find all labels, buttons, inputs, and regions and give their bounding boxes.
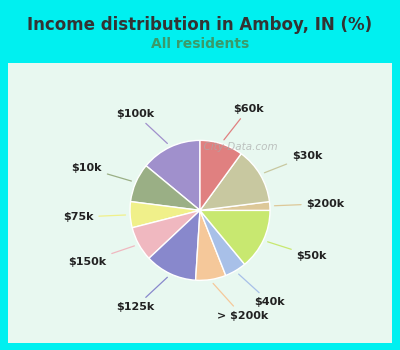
Text: > $200k: > $200k <box>213 284 268 321</box>
Text: $150k: $150k <box>68 246 134 267</box>
Wedge shape <box>200 210 270 264</box>
FancyBboxPatch shape <box>8 63 392 343</box>
Wedge shape <box>200 202 270 210</box>
Wedge shape <box>130 166 200 210</box>
Wedge shape <box>146 140 200 210</box>
Wedge shape <box>200 154 270 210</box>
Wedge shape <box>149 210 200 280</box>
Text: Income distribution in Amboy, IN (%): Income distribution in Amboy, IN (%) <box>28 16 372 34</box>
Text: $200k: $200k <box>274 199 345 209</box>
Text: $30k: $30k <box>264 151 322 173</box>
Text: City-Data.com: City-Data.com <box>197 142 278 152</box>
Text: $100k: $100k <box>116 109 167 144</box>
Wedge shape <box>200 210 245 275</box>
Text: $75k: $75k <box>63 212 126 222</box>
Text: $125k: $125k <box>116 277 167 312</box>
Wedge shape <box>132 210 200 258</box>
Text: $10k: $10k <box>72 163 131 181</box>
Wedge shape <box>200 140 241 210</box>
Text: $60k: $60k <box>224 104 264 140</box>
Wedge shape <box>130 202 200 228</box>
Wedge shape <box>196 210 226 280</box>
Text: $40k: $40k <box>239 274 285 307</box>
Text: $50k: $50k <box>268 242 327 261</box>
Text: All residents: All residents <box>151 37 249 51</box>
